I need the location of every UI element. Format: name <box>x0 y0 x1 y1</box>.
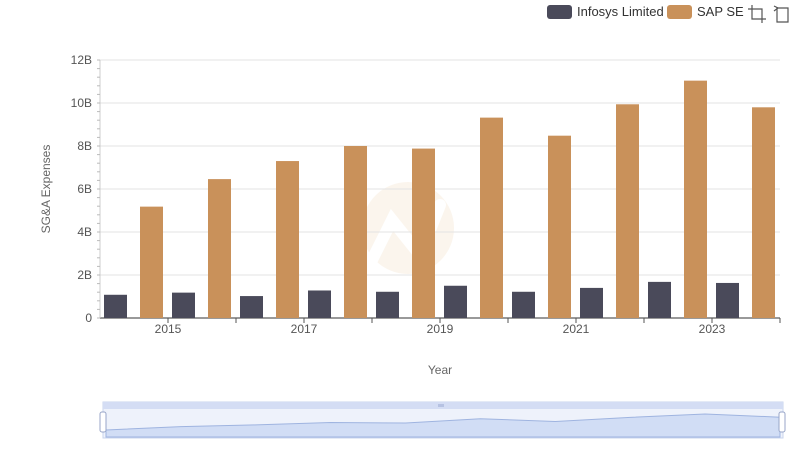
bar-sap-2020 <box>548 135 571 318</box>
data-zoom-navigator[interactable] <box>99 401 786 439</box>
y-tick-label: 6B <box>77 182 92 196</box>
x-tick-label: 2015 <box>155 322 182 336</box>
x-tick-label: 2019 <box>427 322 454 336</box>
bar-sap-2016 <box>276 161 299 318</box>
reset-icon[interactable] <box>773 5 789 23</box>
y-axis-title: SG&A Expenses <box>39 145 53 234</box>
bar-infosys-2014 <box>104 294 127 318</box>
legend-swatch-sap <box>667 5 692 19</box>
bar-infosys-2018 <box>376 291 399 318</box>
bar-infosys-2016 <box>240 296 263 318</box>
y-tick-label: 10B <box>71 96 92 110</box>
bars <box>104 80 775 319</box>
gridlines <box>100 59 780 319</box>
bar-infosys-2022 <box>648 281 671 318</box>
navigator-handle-left[interactable] <box>99 411 107 433</box>
bar-sap-2019 <box>480 117 503 319</box>
legend-label-infosys: Infosys Limited <box>577 4 664 19</box>
bar-infosys-2015 <box>172 292 195 318</box>
bar-sap-2015 <box>208 179 231 318</box>
x-tick-label: 2017 <box>291 322 318 336</box>
bar-sap-2023 <box>752 107 775 318</box>
bar-infosys-2019 <box>444 285 467 318</box>
bar-sap-2021 <box>616 104 639 318</box>
bar-sap-2017 <box>344 146 367 318</box>
legend-label-sap: SAP SE <box>697 4 744 19</box>
watermark-logo <box>362 182 454 274</box>
bar-infosys-2021 <box>580 287 603 318</box>
y-tick-label: 2B <box>77 268 92 282</box>
navigator-handle-right[interactable] <box>778 411 786 433</box>
y-tick-label: 8B <box>77 139 92 153</box>
x-tick-label: 2021 <box>563 322 590 336</box>
x-axis: 2015 2017 2019 2021 2023 <box>155 318 781 336</box>
legend-item-sap[interactable]: SAP SE <box>667 4 744 19</box>
x-axis-title: Year <box>428 363 452 377</box>
bar-sap-2022 <box>684 80 707 318</box>
crop-icon[interactable] <box>748 5 766 23</box>
grip-icon[interactable] <box>438 404 444 407</box>
y-tick-label: 4B <box>77 225 92 239</box>
bar-sap-2014 <box>140 206 163 318</box>
y-tick-label: 0 <box>85 311 92 325</box>
legend-item-infosys[interactable]: Infosys Limited <box>547 4 664 19</box>
legend-swatch-infosys <box>547 5 572 19</box>
legend: Infosys Limited SAP SE <box>547 4 744 19</box>
bar-infosys-2017 <box>308 290 331 318</box>
bar-infosys-2023 <box>716 282 739 318</box>
bar-sap-2018 <box>412 148 435 318</box>
y-axis: 0 2B 4B 6B 8B 10B 12B <box>71 53 101 325</box>
y-tick-label: 12B <box>71 53 92 67</box>
bar-infosys-2020 <box>512 291 535 318</box>
x-tick-label: 2023 <box>699 322 726 336</box>
navigator-preview-line <box>105 413 781 438</box>
